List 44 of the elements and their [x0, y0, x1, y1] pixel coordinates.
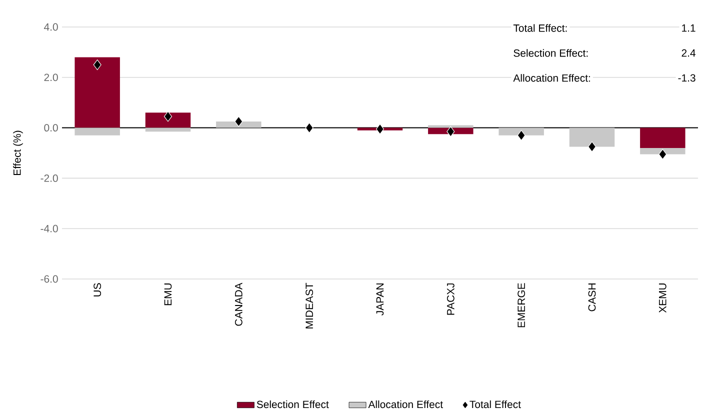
- point: [376, 124, 384, 134]
- y-tick-label: -4.0: [40, 224, 58, 232]
- legend-label: Selection Effect: [256, 400, 329, 408]
- x-tick-label: CASH: [588, 284, 596, 312]
- point: [164, 111, 172, 122]
- x-tick-label: MIDEAST: [306, 282, 314, 328]
- point: [658, 148, 667, 160]
- annotation: -1.3: [678, 74, 696, 82]
- point: [588, 141, 596, 152]
- x-tick-label: CANADA: [234, 282, 242, 326]
- x-tick-label: XEMU: [659, 283, 666, 313]
- point: [446, 126, 455, 137]
- point: [93, 60, 102, 70]
- bar: [74, 57, 120, 128]
- bar: [640, 148, 686, 154]
- point: [517, 130, 526, 141]
- bar: [569, 128, 615, 147]
- y-tick-label: -2.0: [40, 174, 58, 182]
- annotation: Allocation Effect:: [513, 74, 590, 82]
- point: [234, 116, 243, 127]
- x-tick-label: EMERGE: [518, 283, 526, 328]
- y-tick-label: 4.0: [44, 23, 58, 31]
- y-axis-title: Effect (%): [13, 130, 23, 176]
- bar: [498, 128, 544, 136]
- bar: [145, 128, 191, 132]
- x-tick-label: JAPAN: [376, 284, 384, 316]
- bar: [145, 112, 191, 128]
- legend-label: Allocation Effect: [368, 400, 443, 408]
- bar: [216, 121, 262, 128]
- y-tick-label: 2.0: [44, 74, 58, 82]
- y-tick-label: -6.0: [40, 275, 58, 283]
- annotation: 2.4: [682, 49, 696, 57]
- point: [305, 122, 314, 134]
- x-tick-label: EMU: [164, 283, 172, 306]
- bar: [428, 125, 474, 128]
- annotation: Selection Effect:: [514, 49, 588, 57]
- bar: [74, 128, 120, 136]
- annotation: 1.1: [682, 24, 696, 32]
- bar: [640, 128, 686, 148]
- x-tick-label: US: [94, 283, 102, 296]
- x-tick-label: PACXJ: [446, 283, 454, 315]
- annotation: Total Effect:: [513, 24, 567, 32]
- legend-label: Total Effect: [470, 400, 521, 408]
- y-tick-label: 0.0: [44, 124, 58, 132]
